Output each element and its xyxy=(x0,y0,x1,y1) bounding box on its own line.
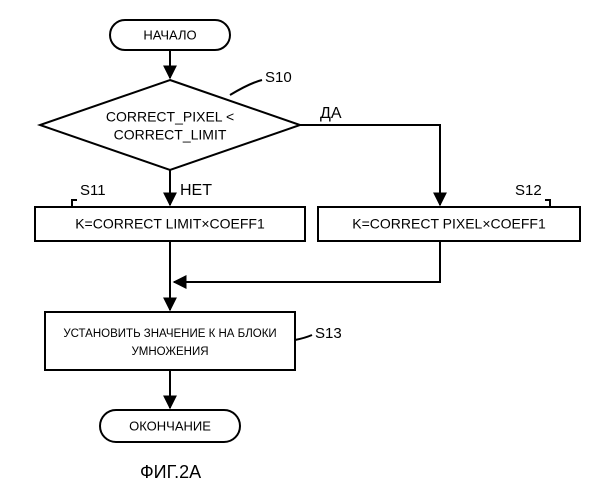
figure-label: ФИГ.2A xyxy=(140,462,201,482)
proc-left-node: K=CORRECT LIMIT×COEFF1 xyxy=(35,207,305,241)
tag-leader-s12 xyxy=(545,200,550,207)
proc-left-label: K=CORRECT LIMIT×COEFF1 xyxy=(75,216,265,232)
decision-node: CORRECT_PIXEL < CORRECT_LIMIT xyxy=(40,80,300,170)
tag-leader-s10 xyxy=(230,80,262,95)
tag-s13: S13 xyxy=(315,325,342,342)
end-label: ОКОНЧАНИЕ xyxy=(129,418,211,433)
tag-leader-s13 xyxy=(295,335,312,340)
tag-leader-s11 xyxy=(72,200,77,207)
edge-no-label: НЕТ xyxy=(180,182,212,199)
start-label: НАЧАЛО xyxy=(143,27,196,42)
proc-set-line2: УМНОЖЕНИЯ xyxy=(131,346,208,358)
flowchart: НАЧАЛО CORRECT_PIXEL < CORRECT_LIMIT S10… xyxy=(0,0,595,500)
proc-right-label: K=CORRECT PIXEL×COEFF1 xyxy=(352,216,546,232)
end-node: ОКОНЧАНИЕ xyxy=(100,410,240,442)
tag-s11: S11 xyxy=(80,182,106,199)
tag-s12: S12 xyxy=(515,182,542,199)
start-node: НАЧАЛО xyxy=(110,20,230,50)
edge-right-merge xyxy=(174,241,440,282)
edge-yes-label: ДА xyxy=(320,105,342,122)
proc-right-node: K=CORRECT PIXEL×COEFF1 xyxy=(318,207,580,241)
proc-set-line1: УСТАНОВИТЬ ЗНАЧЕНИЕ К НА БЛОКИ xyxy=(63,328,276,340)
tag-s10: S10 xyxy=(265,69,292,86)
edge-decision-right xyxy=(300,125,440,205)
decision-line2: CORRECT_LIMIT xyxy=(114,127,227,143)
proc-set-node: УСТАНОВИТЬ ЗНАЧЕНИЕ К НА БЛОКИ УМНОЖЕНИЯ xyxy=(45,312,295,370)
decision-line1: CORRECT_PIXEL < xyxy=(106,109,234,125)
